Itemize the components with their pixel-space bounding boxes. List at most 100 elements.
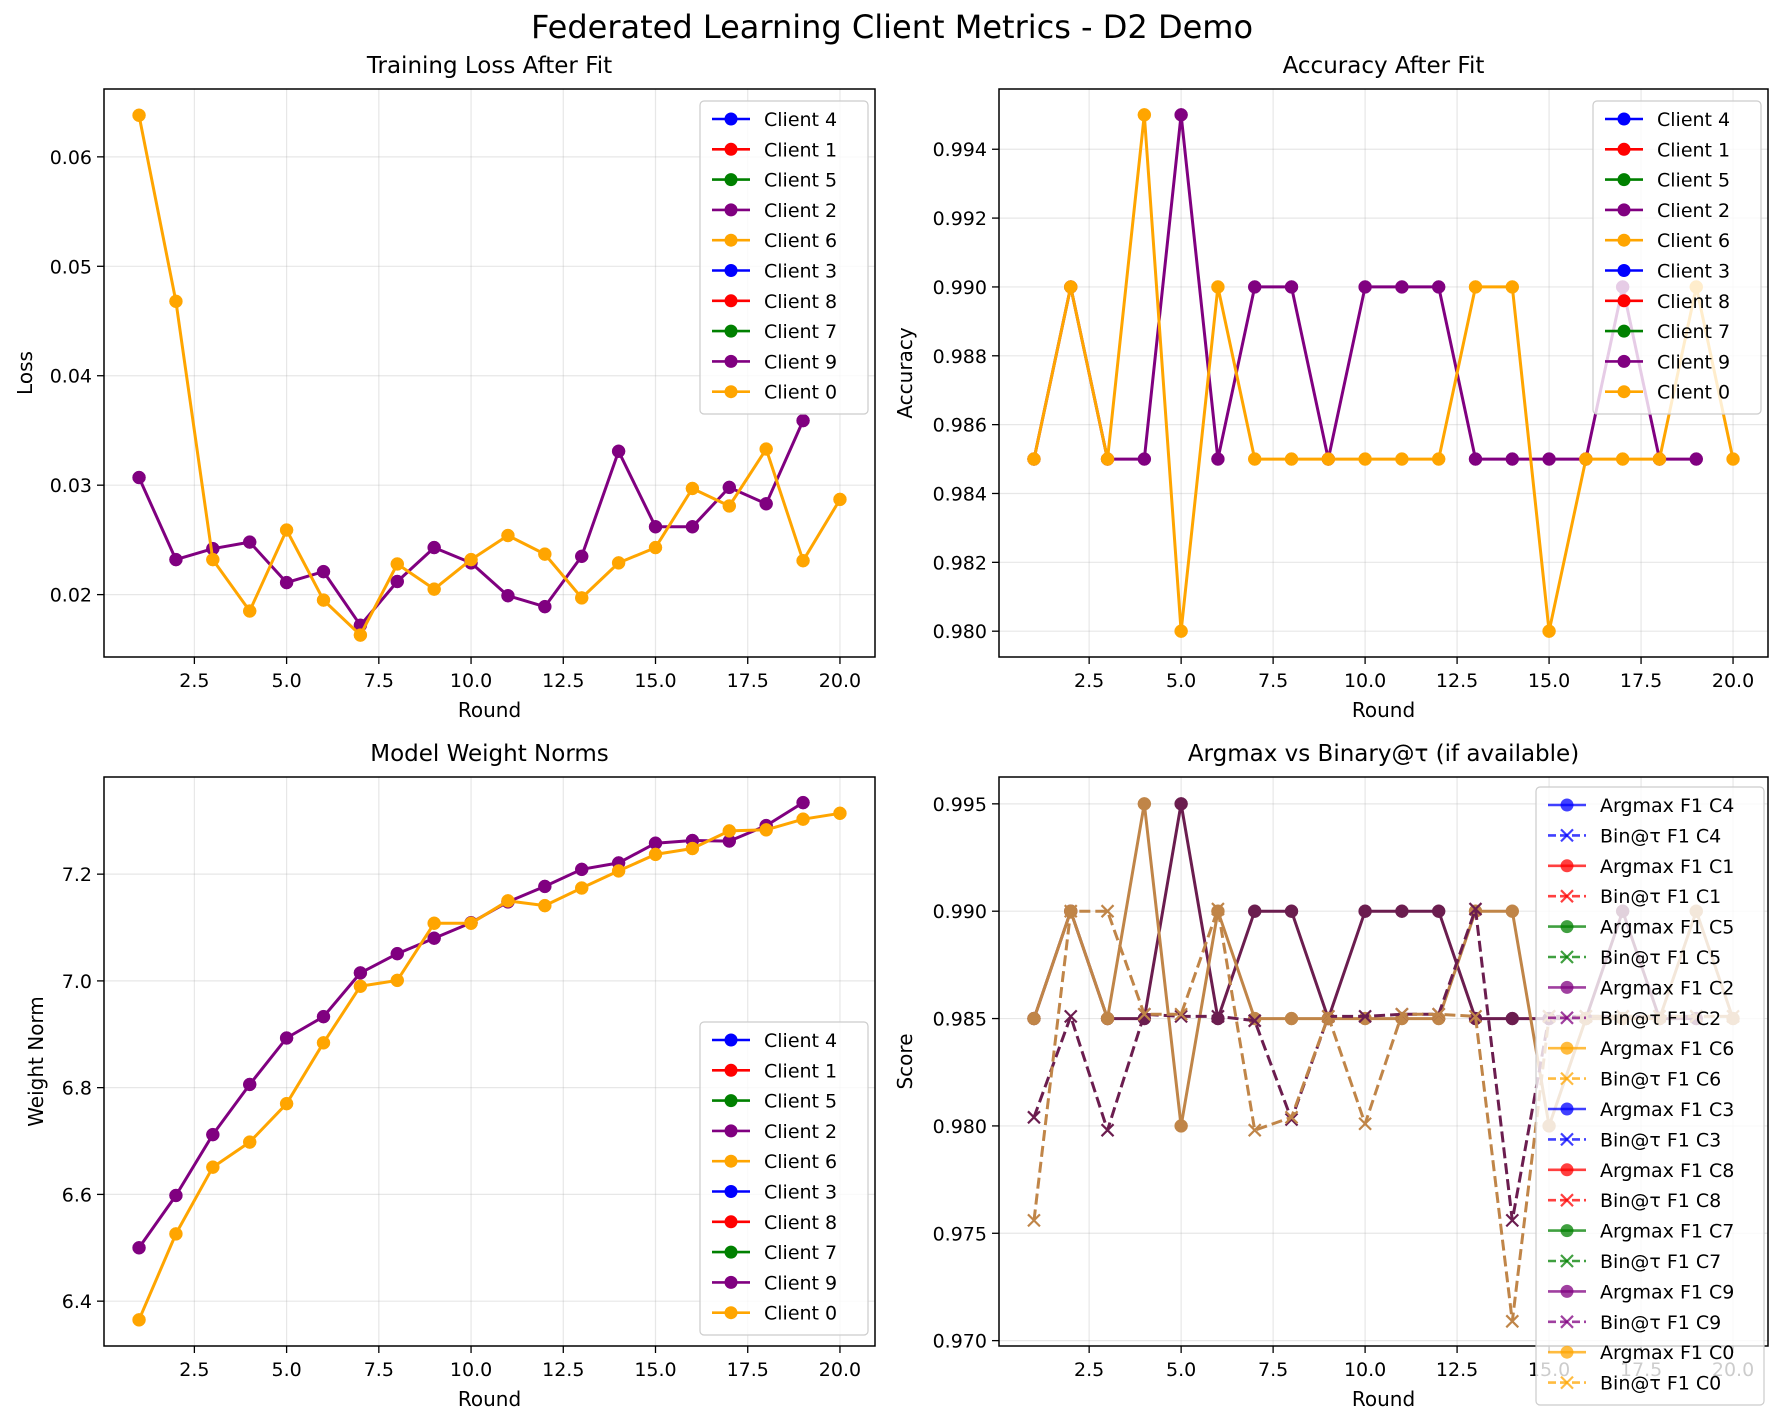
legend-label: Bin@τ F1 C6 [1600,1069,1721,1091]
data-point [501,894,515,908]
data-point-x-marker [1174,1009,1188,1024]
legend-label: Argmax F1 C1 [1600,856,1734,878]
chart-accuracy: 2.5 5.0 7.5 10.0 12.5 15.0 17.5 20.0 0.980 0.982 0… [893,53,1769,722]
data-point [611,556,626,570]
legend-swatch-marker [1617,324,1631,338]
data-point [1174,108,1188,122]
x-tick-label: 7.5 [364,1359,394,1381]
data-point [1505,280,1520,294]
data-point [1284,1011,1299,1026]
chart-title: Model Weight Norms [370,741,609,767]
legend-label: Bin@τ F1 C1 [1600,886,1721,908]
data-point [1247,1011,1262,1026]
data-point [1137,797,1152,811]
legend-label: Client 2 [764,200,837,222]
x-tick-label: 5.0 [271,1359,301,1381]
x-tick-label: 5.0 [1166,1359,1196,1381]
data-point [316,1009,331,1024]
data-point [796,812,810,826]
data-point [1358,1011,1372,1026]
data-point [1505,452,1520,466]
data-point [242,1077,257,1092]
data-point-x-marker [1395,1007,1409,1022]
data-point [316,1036,331,1050]
data-point [1321,452,1336,466]
data-point [1211,280,1225,294]
data-point [206,1127,220,1142]
legend-swatch-marker [1617,233,1631,247]
data-point [1431,904,1446,918]
data-point-x-marker [1211,902,1225,916]
data-point [427,931,441,945]
data-point [833,806,847,821]
legend-swatch-marker [1560,889,1574,903]
data-point [132,1241,146,1255]
data-point [279,1031,294,1045]
legend-label: Argmax F1 C3 [1600,1099,1734,1121]
legend-label: Client 8 [1657,291,1730,313]
series-line [137,811,841,1321]
data-point [242,604,257,618]
y-tick-label: 6.6 [62,1184,92,1206]
legend-swatch-marker [724,264,738,277]
legend-swatch-marker [1560,1011,1574,1025]
data-point-x-marker [1321,1009,1336,1024]
legend-label: Bin@τ F1 C3 [1600,1129,1721,1151]
legend-swatch-marker [1617,294,1631,308]
x-tick-label: 20.0 [1712,670,1754,692]
x-tick-label: 15.0 [634,1359,676,1381]
y-tick-label: 0.04 [50,366,92,388]
legend-label: Client 9 [1657,351,1730,373]
legend-label: Client 7 [1657,321,1730,343]
legend-swatch-marker [724,233,738,247]
x-tick-label: 7.5 [1258,670,1288,692]
legend-label: Argmax F1 C2 [1600,977,1734,999]
data-point-x-marker [1247,1123,1262,1137]
legend-label: Client 4 [1657,109,1730,131]
legend-swatch-marker [1560,980,1574,994]
x-tick-label: 2.5 [179,670,209,692]
x-tick-label: 20.0 [819,670,861,692]
figure-title: Federated Learning Client Metrics - D2 D… [530,8,1254,46]
legend-label: Argmax F1 C0 [1600,1342,1734,1364]
data-point [390,574,405,589]
plot-area [1027,108,1740,638]
axes-frame [998,776,1769,1347]
data-point [1431,452,1446,466]
data-point [611,444,626,459]
legend-label: Client 3 [764,261,837,283]
legend-swatch-marker [1560,828,1574,843]
data-point [427,540,441,555]
data-point [1174,624,1188,638]
data-point [1579,452,1593,466]
legend-swatch-marker [1617,264,1631,277]
data-point [169,294,183,309]
chart-title: Argmax vs Binary@τ (if available) [1188,741,1579,767]
x-tick-label: 12.5 [542,1359,584,1381]
legend-label: Client 5 [764,1091,837,1113]
data-point [685,841,700,856]
legend-swatch-marker [1617,385,1631,399]
data-point [1726,452,1740,466]
y-tick-label: 0.984 [933,483,987,505]
y-tick-label: 0.994 [933,139,987,161]
data-point [242,1135,257,1149]
data-point [501,588,515,603]
y-axis-label: Loss [13,351,37,395]
y-axis-label: Weight Norm [24,996,48,1127]
plot-area [132,108,847,642]
data-point-x-marker [1247,1013,1262,1028]
data-point [206,552,220,567]
data-point [169,552,183,567]
x-tick-label: 2.5 [1074,670,1104,692]
legend-label: Client 1 [764,1060,837,1082]
legend-label: Client 4 [764,109,837,131]
legend-swatch-marker [724,1185,738,1198]
x-tick-label: 20.0 [819,1359,861,1381]
legend-label: Bin@τ F1 C0 [1600,1373,1721,1395]
legend-label: Client 5 [1657,170,1730,192]
x-tick-label: 12.5 [1436,1359,1478,1381]
data-point [648,847,663,862]
y-axis-label: Accuracy [893,327,917,418]
data-point [722,824,737,838]
